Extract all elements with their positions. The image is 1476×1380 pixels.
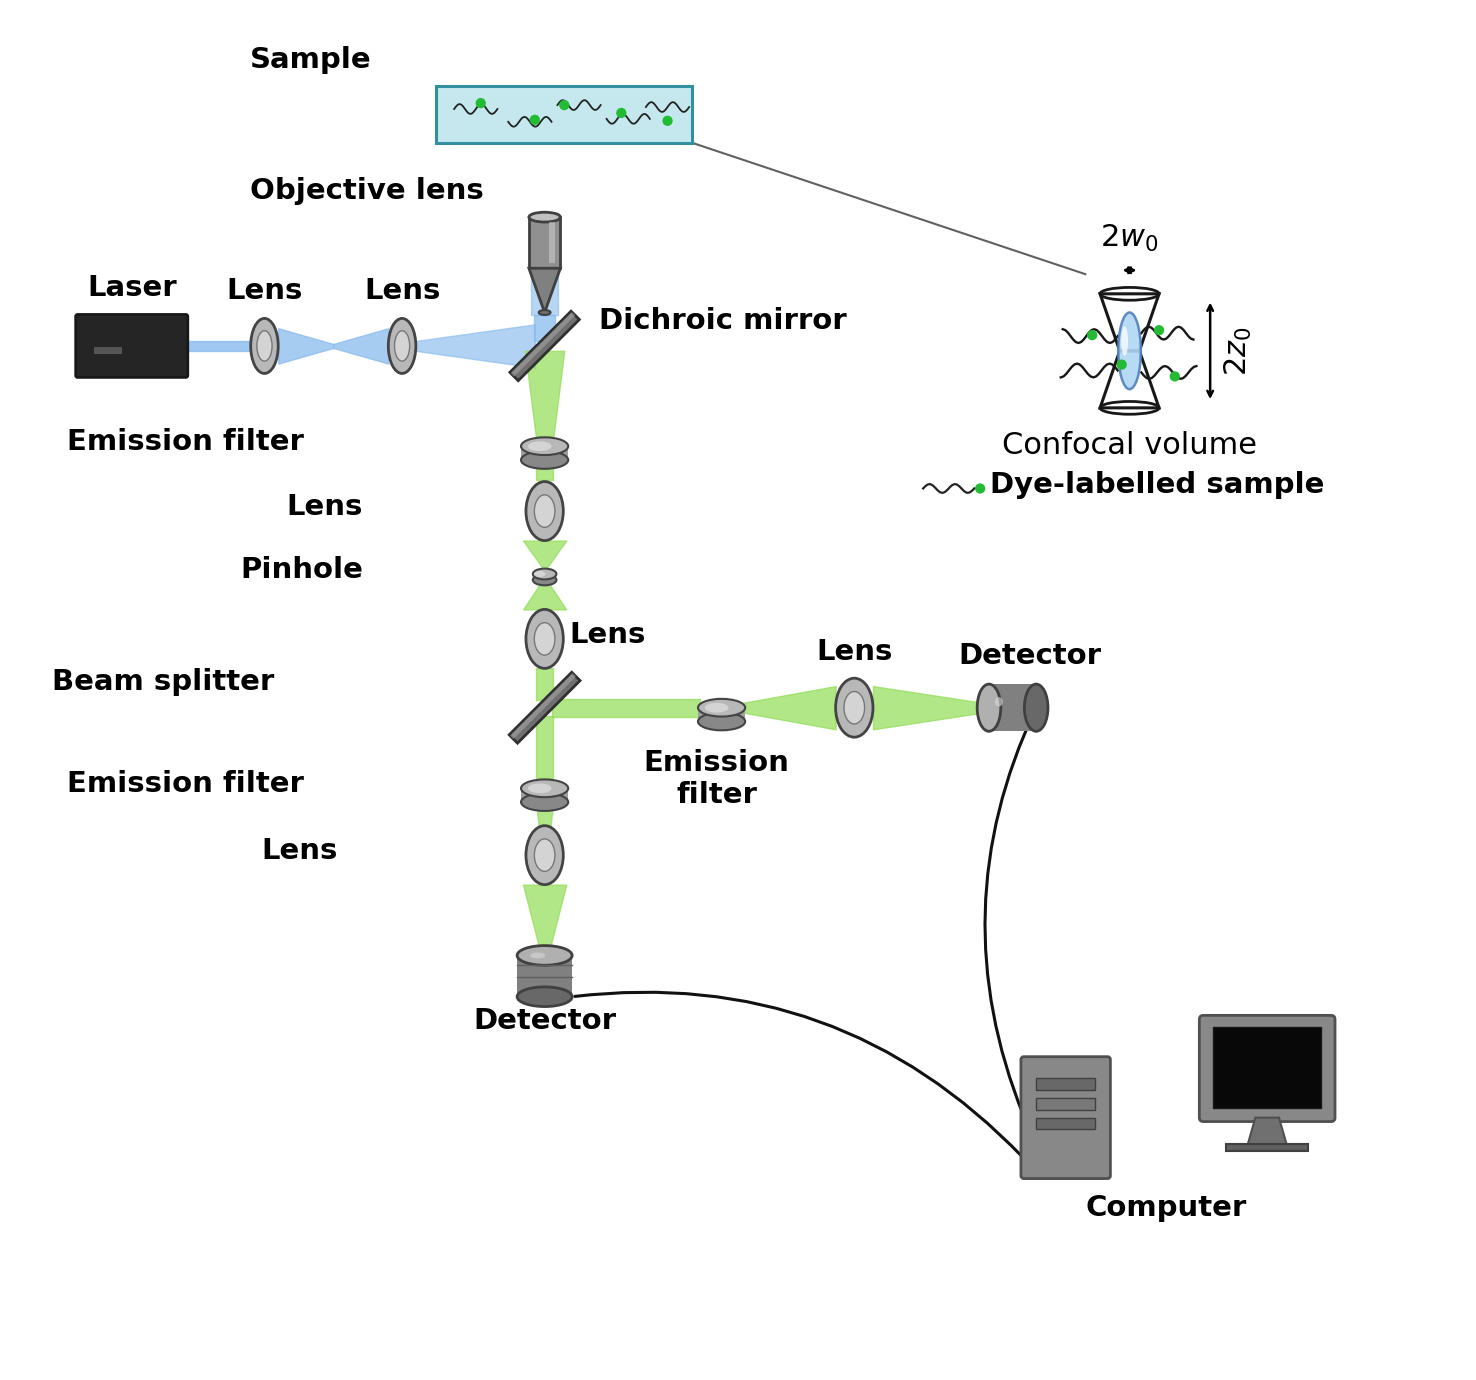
Ellipse shape [394, 331, 410, 362]
Text: Beam splitter: Beam splitter [52, 668, 275, 696]
Ellipse shape [521, 437, 568, 455]
Polygon shape [511, 673, 576, 738]
Ellipse shape [528, 442, 552, 451]
Text: Confocal volume: Confocal volume [1002, 432, 1258, 461]
Bar [533, 574, 556, 580]
Ellipse shape [525, 825, 564, 885]
Ellipse shape [977, 684, 1001, 731]
Text: $2w_0$: $2w_0$ [1100, 224, 1159, 254]
Text: Dye-labelled sample: Dye-labelled sample [990, 471, 1324, 498]
Polygon shape [509, 310, 580, 381]
Ellipse shape [388, 319, 416, 374]
Ellipse shape [525, 610, 564, 668]
Ellipse shape [534, 839, 555, 871]
Circle shape [1088, 331, 1097, 339]
Ellipse shape [533, 574, 556, 585]
Circle shape [1154, 326, 1163, 334]
Text: Lens: Lens [226, 276, 303, 305]
Text: $2z_0$: $2z_0$ [1224, 326, 1255, 375]
Circle shape [530, 116, 539, 124]
Ellipse shape [539, 310, 551, 315]
Ellipse shape [698, 712, 745, 730]
Ellipse shape [698, 698, 745, 716]
Circle shape [1117, 360, 1126, 368]
Bar [1036, 1098, 1095, 1110]
Ellipse shape [534, 622, 555, 656]
Ellipse shape [521, 793, 568, 811]
Polygon shape [1247, 1118, 1287, 1145]
Bar [1036, 1078, 1095, 1090]
Ellipse shape [534, 495, 555, 527]
Text: Dichroic mirror: Dichroic mirror [599, 308, 846, 335]
Text: Detector: Detector [474, 1006, 615, 1035]
Circle shape [976, 484, 984, 493]
Ellipse shape [706, 702, 729, 712]
Bar [1036, 1118, 1095, 1129]
Ellipse shape [533, 569, 556, 580]
Circle shape [477, 99, 486, 108]
Bar [528, 217, 561, 268]
Bar [698, 708, 745, 722]
Text: Pinhole: Pinhole [241, 556, 363, 584]
Bar [989, 684, 1036, 731]
Text: Lens: Lens [286, 493, 363, 522]
Polygon shape [511, 312, 576, 377]
Text: Emission filter: Emission filter [66, 770, 304, 799]
Text: Lens: Lens [261, 838, 338, 865]
Text: Objective lens: Objective lens [249, 178, 484, 206]
Bar [1227, 1144, 1308, 1151]
Text: Lens: Lens [570, 621, 645, 649]
Text: Laser: Laser [87, 273, 177, 302]
Ellipse shape [517, 945, 573, 965]
Text: Sample: Sample [249, 46, 372, 73]
Ellipse shape [521, 451, 568, 469]
Bar [517, 955, 573, 996]
Polygon shape [509, 672, 580, 744]
Bar [1213, 1027, 1321, 1108]
Ellipse shape [995, 697, 1002, 707]
Text: Emission filter: Emission filter [66, 428, 304, 457]
Ellipse shape [530, 952, 545, 958]
Ellipse shape [517, 987, 573, 1006]
Text: Computer: Computer [1086, 1194, 1247, 1223]
Ellipse shape [521, 780, 568, 798]
Ellipse shape [1024, 684, 1048, 731]
FancyBboxPatch shape [1200, 1016, 1334, 1122]
Ellipse shape [1122, 326, 1128, 356]
Ellipse shape [1119, 312, 1141, 389]
Circle shape [1170, 373, 1179, 381]
Polygon shape [528, 268, 561, 312]
FancyBboxPatch shape [437, 87, 692, 144]
Circle shape [663, 116, 672, 126]
Bar [521, 788, 568, 802]
Circle shape [617, 109, 626, 117]
Text: Emission
filter: Emission filter [644, 749, 790, 810]
Text: Lens: Lens [365, 276, 440, 305]
Ellipse shape [257, 331, 272, 362]
Bar [521, 446, 568, 460]
Circle shape [559, 101, 568, 109]
Ellipse shape [251, 319, 277, 374]
Ellipse shape [528, 784, 552, 793]
Text: Lens: Lens [816, 639, 893, 667]
Ellipse shape [525, 482, 564, 541]
Ellipse shape [835, 678, 872, 737]
FancyBboxPatch shape [75, 315, 187, 377]
Ellipse shape [844, 691, 865, 724]
Bar [549, 222, 555, 264]
Text: Detector: Detector [959, 642, 1101, 671]
Ellipse shape [534, 571, 546, 577]
Bar [94, 346, 123, 353]
FancyBboxPatch shape [1021, 1057, 1110, 1179]
Ellipse shape [528, 213, 561, 222]
